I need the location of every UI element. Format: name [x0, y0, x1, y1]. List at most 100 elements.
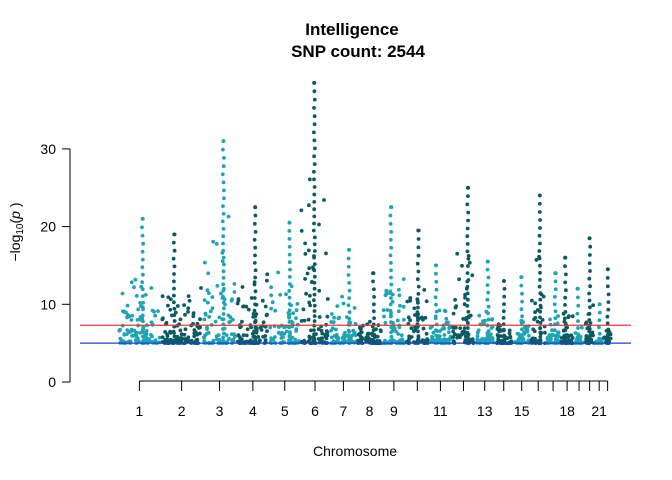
snp-point	[253, 330, 258, 335]
snp-point	[257, 338, 262, 343]
snp-point	[253, 268, 258, 273]
snp-point	[458, 335, 462, 340]
snp-point	[465, 202, 470, 207]
snp-point	[465, 304, 470, 308]
snp-point	[437, 334, 442, 338]
snp-point	[397, 293, 402, 298]
snp-point	[375, 334, 380, 339]
snp-point	[284, 292, 288, 297]
snp-point	[304, 291, 308, 296]
snp-point	[287, 244, 292, 249]
snp-point	[538, 277, 542, 282]
snp-point	[166, 303, 170, 308]
snp-point	[125, 315, 129, 320]
snp-point	[401, 304, 406, 309]
snp-point	[538, 309, 543, 314]
snp-point	[501, 309, 506, 314]
snp-point	[424, 299, 429, 304]
snp-point	[416, 334, 421, 339]
snp-point	[434, 338, 439, 342]
snp-point	[346, 264, 351, 269]
snp-point	[389, 275, 393, 280]
snp-point	[538, 241, 542, 246]
snp-point	[465, 315, 470, 320]
snp-point	[312, 138, 317, 143]
snp-point	[347, 288, 352, 293]
snp-point	[250, 331, 255, 336]
snp-point	[141, 300, 146, 305]
snp-point	[537, 249, 542, 253]
snp-point	[232, 290, 237, 294]
snp-point	[312, 169, 316, 174]
x-tick-label: 21	[591, 403, 607, 419]
snp-point	[291, 311, 296, 315]
snp-point	[134, 334, 139, 339]
snp-point	[312, 192, 317, 197]
snp-point	[408, 296, 413, 300]
snp-point	[287, 289, 292, 293]
snp-point	[371, 309, 376, 314]
snp-point	[160, 294, 165, 299]
snp-point	[150, 334, 154, 339]
snp-point	[204, 331, 209, 336]
snp-point	[535, 319, 540, 324]
snp-point	[486, 329, 491, 333]
snp-point	[241, 304, 245, 309]
snp-point	[340, 294, 344, 299]
snp-point	[172, 319, 177, 323]
snp-point	[309, 328, 313, 333]
snp-point	[221, 211, 226, 216]
snp-peak-point	[140, 216, 145, 221]
snp-point	[433, 328, 438, 333]
snp-point	[421, 326, 426, 331]
snp-point	[210, 295, 215, 299]
snp-point	[144, 332, 149, 337]
snp-point	[461, 317, 466, 321]
snp-point	[240, 337, 244, 341]
snp-point	[576, 319, 580, 323]
snp-point	[265, 272, 270, 277]
snp-point	[156, 309, 160, 313]
snp-point	[221, 288, 226, 293]
snp-point	[312, 255, 316, 260]
snp-point	[556, 314, 560, 318]
snp-point	[210, 306, 215, 311]
snp-point	[186, 294, 191, 298]
snp-point	[357, 325, 362, 330]
snp-point	[573, 331, 578, 335]
snp-point	[538, 291, 543, 296]
snp-point	[319, 328, 324, 333]
snp-point	[253, 253, 257, 258]
snp-point	[222, 262, 226, 267]
snp-point	[217, 315, 222, 320]
snp-point	[199, 286, 203, 290]
snp-point	[587, 329, 592, 334]
snp-point	[265, 329, 269, 334]
snp-point	[172, 293, 176, 298]
snp-peak-point	[287, 220, 292, 225]
snp-point	[198, 317, 202, 322]
snp-point	[451, 335, 456, 339]
snp-point	[179, 332, 184, 337]
snp-point	[308, 293, 312, 298]
snp-point	[186, 306, 191, 311]
snp-point	[198, 325, 203, 330]
snp-point	[303, 241, 307, 246]
snp-point	[120, 291, 125, 296]
snp-point	[352, 306, 357, 310]
x-tick-label: 11	[433, 403, 448, 419]
snp-point	[178, 317, 183, 322]
snp-peak-point	[312, 81, 317, 85]
snp-point	[415, 299, 420, 303]
snp-point	[553, 338, 558, 342]
snp-point	[346, 303, 351, 308]
threshold-lines	[80, 324, 631, 344]
snp-point	[465, 271, 470, 275]
snp-point	[434, 271, 438, 276]
snp-point	[221, 335, 226, 340]
snp-point	[226, 214, 231, 219]
snp-point	[172, 248, 177, 253]
snp-point	[412, 306, 417, 311]
snp-point	[517, 332, 522, 337]
snp-point	[231, 338, 236, 343]
